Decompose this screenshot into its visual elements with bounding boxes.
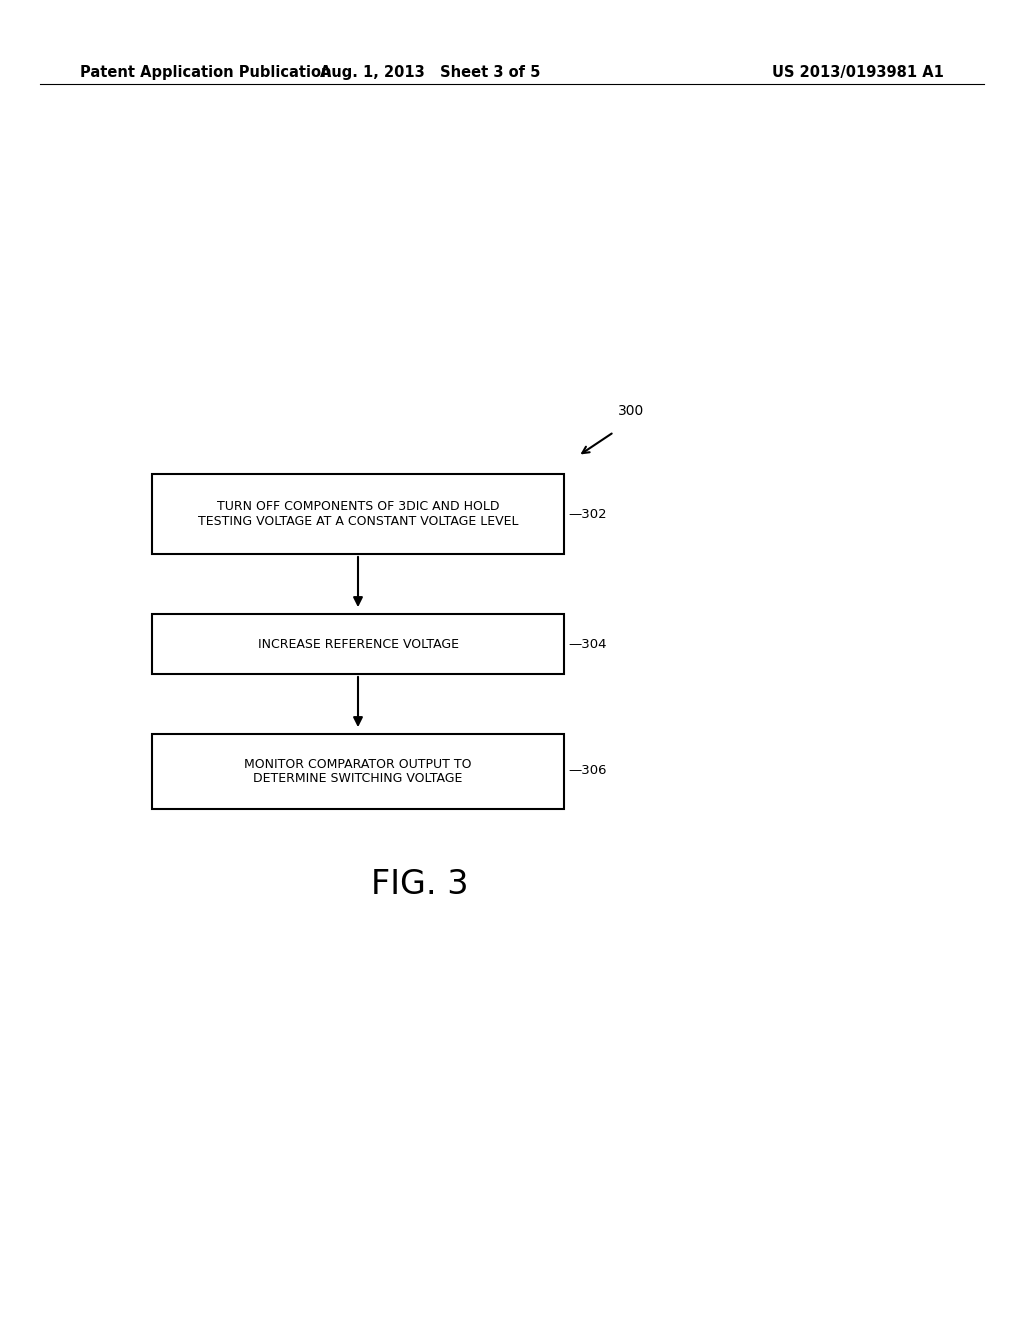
Bar [152,734,564,809]
Text: US 2013/0193981 A1: US 2013/0193981 A1 [772,65,944,79]
Bar [152,614,564,675]
Text: Patent Application Publication: Patent Application Publication [80,65,332,79]
Text: 300: 300 [618,404,644,418]
Text: —306: —306 [568,764,606,777]
Bar [152,474,564,554]
Text: MONITOR COMPARATOR OUTPUT TO
DETERMINE SWITCHING VOLTAGE: MONITOR COMPARATOR OUTPUT TO DETERMINE S… [245,758,472,785]
Text: —302: —302 [568,507,606,520]
Text: FIG. 3: FIG. 3 [372,869,469,902]
Text: INCREASE REFERENCE VOLTAGE: INCREASE REFERENCE VOLTAGE [257,638,459,651]
Text: Aug. 1, 2013   Sheet 3 of 5: Aug. 1, 2013 Sheet 3 of 5 [319,65,541,79]
Text: TURN OFF COMPONENTS OF 3DIC AND HOLD
TESTING VOLTAGE AT A CONSTANT VOLTAGE LEVEL: TURN OFF COMPONENTS OF 3DIC AND HOLD TES… [198,500,518,528]
Text: —304: —304 [568,638,606,651]
